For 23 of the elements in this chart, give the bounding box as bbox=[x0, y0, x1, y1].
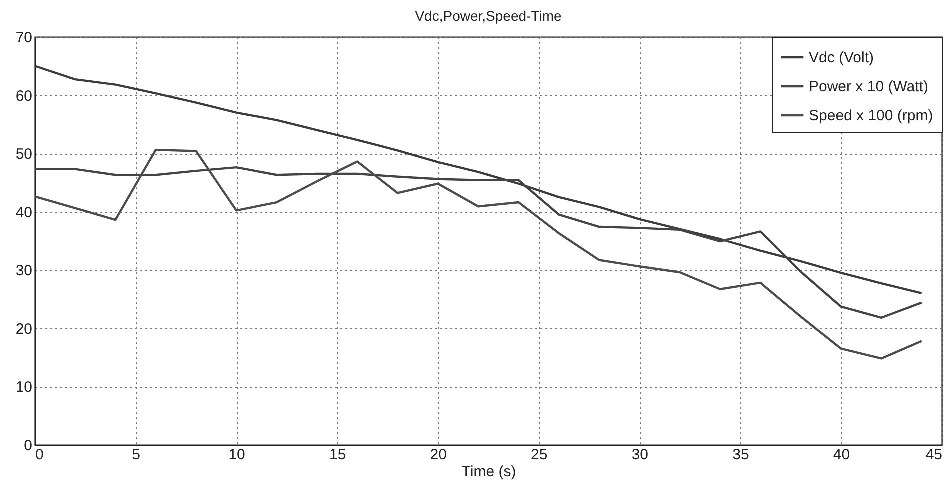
y-tick-label: 10 bbox=[16, 379, 32, 396]
x-axis-title: Time (s) bbox=[462, 464, 516, 480]
legend-label: Vdc (Volt) bbox=[809, 50, 874, 66]
y-tick-label: 50 bbox=[16, 146, 32, 164]
x-tick-label: 0 bbox=[36, 446, 44, 464]
chart-title: Vdc,Power,Speed-Time bbox=[415, 8, 562, 24]
y-tick-label: 70 bbox=[16, 30, 32, 46]
y-tick-label: 20 bbox=[16, 320, 32, 338]
x-tick-label: 15 bbox=[329, 446, 346, 464]
line-series bbox=[34, 148, 923, 360]
x-tick-label: 40 bbox=[833, 446, 850, 464]
x-tick-label: 30 bbox=[632, 446, 649, 464]
legend-label: Power x 10 (Watt) bbox=[809, 78, 928, 96]
y-tick-label: 30 bbox=[16, 262, 32, 280]
x-tick-label: 45 bbox=[926, 446, 942, 464]
x-tick-label: 35 bbox=[732, 446, 750, 464]
y-tick-label: 60 bbox=[16, 88, 32, 105]
x-tick-label: 25 bbox=[531, 446, 548, 464]
legend-label: Speed x 100 (rpm) bbox=[809, 108, 934, 124]
y-tick-label: 40 bbox=[16, 204, 32, 222]
x-tick-label: 10 bbox=[228, 446, 246, 464]
x-tick-label: 5 bbox=[132, 446, 140, 464]
x-tick-label: 20 bbox=[430, 446, 447, 464]
